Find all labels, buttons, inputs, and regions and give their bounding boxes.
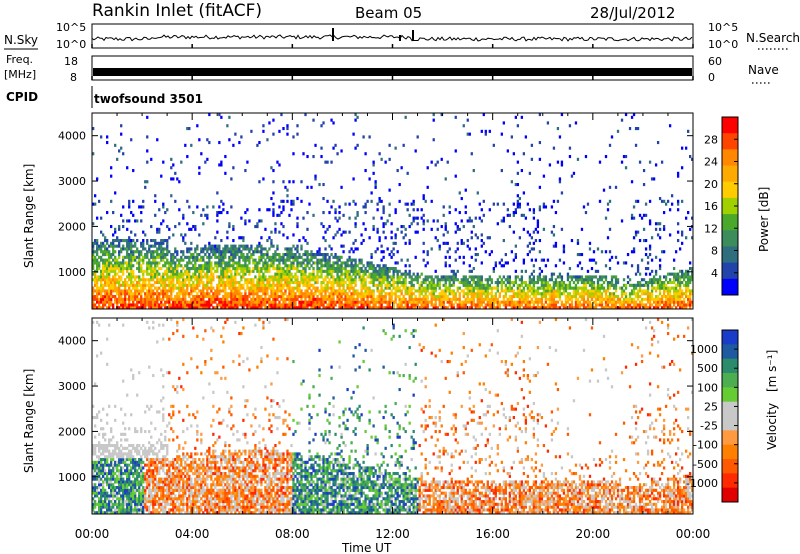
colorbar-swatch-4 — [722, 387, 738, 403]
colorbar-swatch-1 — [722, 133, 738, 150]
colorbar-swatch-7 — [722, 230, 738, 247]
time-tick-label-2: 08:00 — [275, 527, 310, 541]
velocity-ylabel: Slant Range [km] — [22, 369, 36, 473]
y-tick-label-3: 4000 — [58, 130, 86, 143]
freq-trace — [93, 68, 692, 76]
noise-tick-bot-left: 10^0 — [56, 38, 86, 51]
colorbar-swatch-2 — [722, 149, 738, 167]
velocity-colorbar-unit: [m s⁻¹] — [765, 350, 779, 392]
colorbar-tick-5: -100 — [693, 439, 718, 452]
time-tick-label-4: 16:00 — [475, 527, 510, 541]
colorbar-tick-0: 1000 — [690, 343, 718, 356]
y-tick-label-1: 2000 — [58, 425, 86, 438]
station-title: Rankin Inlet (fitACF) — [92, 1, 262, 21]
colorbar-swatch-9 — [722, 459, 738, 474]
colorbar-tick-7: -1000 — [686, 477, 718, 490]
colorbar-swatch-8 — [722, 246, 738, 264]
colorbar-swatch-3 — [722, 373, 738, 388]
power-axes: 1000 2000 3000 4000 — [58, 113, 694, 309]
colorbar-swatch-2 — [722, 358, 738, 374]
y-tick-label-2: 3000 — [58, 380, 86, 393]
beam-title: Beam 05 — [355, 4, 422, 22]
velocity-colorbar-label: Velocity — [765, 403, 779, 450]
velocity-heatmap-cells — [92, 318, 694, 515]
noise-tick-bot-right: 10^0 — [708, 38, 738, 51]
colorbar-tick-2: 20 — [704, 178, 718, 191]
freq-unit: [MHz] — [4, 68, 36, 81]
time-tick-label-6: 00:00 — [676, 527, 711, 541]
noise-tick-top-left: 10^5 — [56, 21, 86, 34]
colorbar-swatch-1 — [722, 344, 738, 360]
y-tick-label-0: 1000 — [58, 471, 86, 484]
freq-label: Freq. — [6, 53, 33, 66]
power-colorbar: 28 24 20 16 12 8 4 — [704, 116, 739, 296]
colorbar-tick-3: 25 — [704, 400, 718, 413]
colorbar-tick-6: -500 — [693, 458, 718, 471]
time-tick-label-5: 20:00 — [576, 527, 611, 541]
time-tick-label-1: 04:00 — [175, 527, 210, 541]
noise-tick-top-right: 10^5 — [708, 21, 738, 34]
colorbar-tick-6: 4 — [711, 267, 718, 280]
colorbar-swatch-4 — [722, 181, 738, 199]
time-tick-label-0: 00:00 — [75, 527, 110, 541]
colorbar-tick-3: 16 — [704, 200, 718, 213]
cpid-value: twofsound 3501 — [94, 92, 203, 106]
colorbar-swatch-5 — [722, 401, 738, 417]
colorbar-swatch-7 — [722, 430, 738, 446]
colorbar-swatch-10 — [722, 473, 738, 489]
time-axis-title: Time UT — [341, 541, 392, 554]
power-ylabel: Slant Range [km] — [22, 164, 36, 268]
colorbar-swatch-11 — [722, 487, 738, 503]
colorbar-swatch-8 — [722, 444, 738, 460]
colorbar-swatch-5 — [722, 197, 738, 215]
cpid-label: CPID — [6, 90, 38, 104]
y-tick-label-3: 4000 — [58, 335, 86, 348]
freq-tick-bottom: 8 — [70, 71, 77, 84]
nave-label: Nave — [748, 63, 779, 77]
y-tick-label-2: 3000 — [58, 175, 86, 188]
colorbar-swatch-0 — [722, 330, 738, 345]
freq-tick-top: 18 — [64, 55, 78, 68]
time-tick-label-3: 12:00 — [375, 527, 410, 541]
velocity-colorbar: 1000 500 100 25 -25 -100 -500 -1000 — [686, 329, 739, 503]
colorbar-swatch-3 — [722, 165, 738, 183]
velocity-axes: 1000 2000 3000 4000 — [58, 318, 694, 514]
freq-panel-ticks — [91, 76, 694, 80]
date-title: 28/Jul/2012 — [590, 4, 675, 22]
colorbar-swatch-0 — [722, 117, 738, 134]
colorbar-swatch-10 — [722, 278, 738, 296]
colorbar-swatch-6 — [722, 214, 738, 231]
nave-tick-bottom: 0 — [708, 71, 715, 84]
power-heatmap-cells — [92, 113, 694, 310]
colorbar-swatch-6 — [722, 416, 738, 431]
colorbar-tick-1: 24 — [704, 156, 718, 169]
colorbar-tick-5: 8 — [711, 245, 718, 258]
colorbar-tick-4: 12 — [704, 222, 718, 235]
colorbar-tick-4: -25 — [700, 420, 718, 433]
y-tick-label-1: 2000 — [58, 220, 86, 233]
colorbar-tick-2: 100 — [697, 381, 718, 394]
y-tick-label-0: 1000 — [58, 266, 86, 279]
colorbar-swatch-9 — [722, 262, 738, 280]
power-colorbar-label: Power [dB] — [757, 187, 771, 252]
nsky-label: N.Sky — [4, 33, 38, 47]
nave-tick-top: 60 — [708, 55, 722, 68]
colorbar-tick-1: 500 — [697, 362, 718, 375]
time-axis-labels: 00:00 04:00 08:00 12:00 16:00 20:00 00:00 — [75, 527, 711, 541]
colorbar-tick-0: 28 — [704, 133, 718, 146]
noise-trace — [91, 28, 694, 48]
nsearch-label: N.Search — [746, 31, 800, 45]
